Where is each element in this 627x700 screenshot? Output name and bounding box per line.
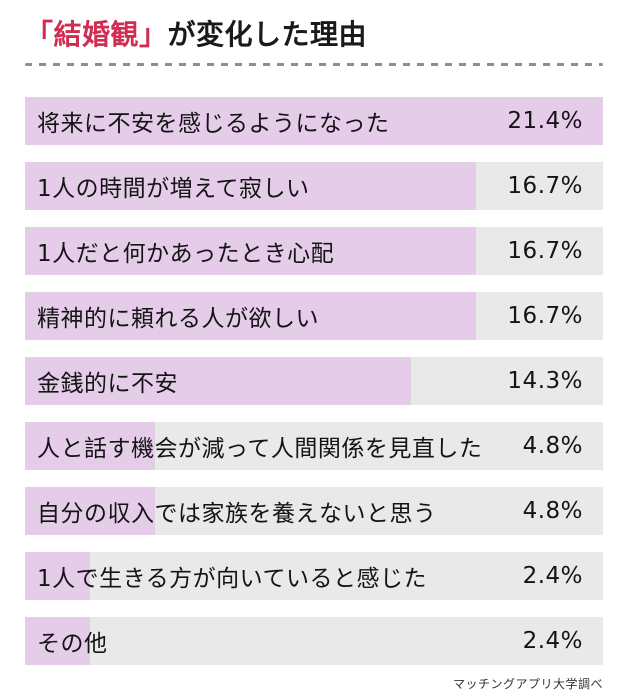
title-highlight: 「結婚観」 (25, 18, 168, 51)
bar-value: 4.8% (522, 432, 583, 459)
bar-label: 精神的に頼れる人が欲しい (37, 305, 319, 332)
bar-row: 精神的に頼れる人が欲しい 16.7% (25, 291, 603, 340)
bar-fill (25, 421, 155, 470)
bar-row: 人と話す機会が減って人間関係を見直した 4.8% (25, 421, 603, 470)
bar-row: 1人の時間が増えて寂しい 16.7% (25, 161, 603, 210)
bar-fill (25, 226, 477, 275)
bar-fill (25, 616, 90, 665)
bar-fill (25, 486, 155, 535)
bar-label: 人と話す機会が減って人間関係を見直した (37, 435, 483, 462)
bar-row: 1人で生きる方が向いていると感じた 2.4% (25, 551, 603, 600)
bar-value: 2.4% (522, 627, 583, 654)
bar-fill (25, 96, 603, 145)
bar-value: 14.3% (507, 367, 583, 394)
bar-label: 自分の収入では家族を養えないと思う (37, 500, 437, 527)
bar-row: 自分の収入では家族を養えないと思う 4.8% (25, 486, 603, 535)
bar-fill (25, 161, 477, 210)
bar-row: 1人だと何かあったとき心配 16.7% (25, 226, 603, 275)
dashed-divider (25, 62, 603, 66)
bar-value: 16.7% (507, 172, 583, 199)
bar-value: 4.8% (522, 497, 583, 524)
bar-label: 1人の時間が増えて寂しい (37, 175, 310, 202)
bar-label: 金銭的に不安 (37, 370, 178, 397)
bar-label: 将来に不安を感じるようになった (37, 110, 390, 137)
bar-fill (25, 551, 90, 600)
bar-label: 1人で生きる方が向いていると感じた (37, 565, 427, 592)
page-title: 「結婚観」が変化した理由 (25, 16, 603, 54)
title-rest: が変化した理由 (167, 18, 368, 51)
bar-value: 21.4% (507, 107, 583, 134)
bar-row: その他 2.4% (25, 616, 603, 665)
bar-value: 2.4% (522, 562, 583, 589)
bar-fill (25, 356, 412, 405)
source-credit: マッチングアプリ大学調べ (452, 676, 603, 691)
bar-row: 金銭的に不安 14.3% (25, 356, 603, 405)
bar-label: その他 (37, 630, 108, 657)
bar-chart: 将来に不安を感じるようになった 21.4% 1人の時間が増えて寂しい 16.7% 1人だ… (25, 96, 603, 665)
bar-value: 16.7% (507, 302, 583, 329)
bar-row: 将来に不安を感じるようになった 21.4% (25, 96, 603, 145)
bar-value: 16.7% (507, 237, 583, 264)
bar-fill (25, 291, 477, 340)
bar-label: 1人だと何かあったとき心配 (37, 240, 335, 267)
